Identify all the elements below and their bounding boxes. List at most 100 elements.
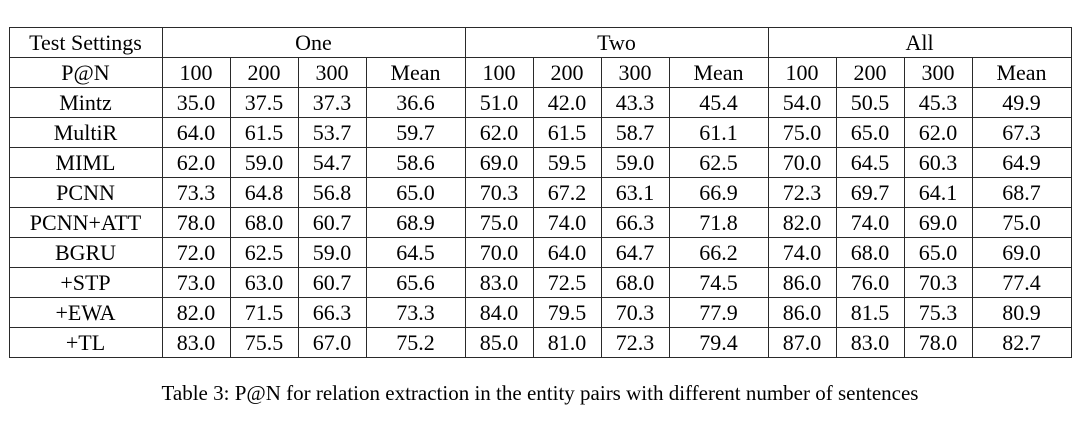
table-cell: 75.0 (464, 207, 534, 238)
table-cell: 78.0 (161, 207, 231, 238)
table-cell: 37.3 (297, 87, 367, 118)
table-cell: 64.1 (903, 177, 973, 208)
corner-header: Test Settings (8, 27, 163, 58)
row-label: BGRU (8, 237, 163, 268)
row-label: MultiR (8, 117, 163, 148)
table-cell: 72.3 (767, 177, 837, 208)
table-cell: 71.5 (229, 297, 299, 328)
table-cell: 54.0 (767, 87, 837, 118)
table-cell: 61.5 (532, 117, 602, 148)
table-cell: 65.0 (365, 177, 466, 208)
row-label: Mintz (8, 87, 163, 118)
results-table: Test Settings One Two All P@N 100 200 300 M… (8, 27, 1072, 358)
table-cell: 60.3 (903, 147, 973, 178)
table-cell: 56.8 (297, 177, 367, 208)
table-cell: 73.0 (161, 267, 231, 298)
table-cell: 82.0 (161, 297, 231, 328)
table-cell: 81.0 (532, 327, 602, 358)
table-cell: 54.7 (297, 147, 367, 178)
table-cell: 53.7 (297, 117, 367, 148)
table-cell: 65.6 (365, 267, 466, 298)
table-cell: 68.9 (365, 207, 466, 238)
table-cell: 35.0 (161, 87, 231, 118)
subcolumn-header: 200 (835, 57, 905, 88)
table-cell: 74.0 (532, 207, 602, 238)
table-cell: 74.5 (668, 267, 769, 298)
table-cell: 83.0 (464, 267, 534, 298)
table-cell: 64.5 (365, 237, 466, 268)
table-cell: 67.3 (971, 117, 1072, 148)
table-cell: 66.3 (600, 207, 670, 238)
table-cell: 70.0 (767, 147, 837, 178)
table-cell: 61.1 (668, 117, 769, 148)
group-header-row: Test Settings One Two All (8, 27, 1072, 58)
table-cell: 75.0 (971, 207, 1072, 238)
table-cell: 45.3 (903, 87, 973, 118)
table-cell: 74.0 (835, 207, 905, 238)
table-row: +EWA 82.0 71.5 66.3 73.3 84.0 79.5 70.3 77.9 86.0… (8, 297, 1072, 328)
subcolumn-header: 300 (903, 57, 973, 88)
table-cell: 36.6 (365, 87, 466, 118)
table-row: +TL 83.0 75.5 67.0 75.2 85.0 81.0 72.3 79.4 87.0 8… (8, 327, 1072, 358)
table-cell: 64.0 (532, 237, 602, 268)
table-cell: 64.7 (600, 237, 670, 268)
table-cell: 42.0 (532, 87, 602, 118)
table-cell: 65.0 (835, 117, 905, 148)
table-cell: 43.3 (600, 87, 670, 118)
row-header-label: P@N (8, 57, 163, 88)
table-cell: 68.7 (971, 177, 1072, 208)
row-label: MIML (8, 147, 163, 178)
subcolumn-header: 300 (600, 57, 670, 88)
subcolumn-header: 100 (464, 57, 534, 88)
table-cell: 70.3 (464, 177, 534, 208)
table-caption: Table 3: P@N for relation extraction in … (161, 381, 919, 405)
table-cell: 64.5 (835, 147, 905, 178)
row-label: PCNN (8, 177, 163, 208)
table-cell: 58.6 (365, 147, 466, 178)
subcolumn-header: 100 (161, 57, 231, 88)
table-cell: 68.0 (835, 237, 905, 268)
table-row: PCNN+ATT 78.0 68.0 60.7 68.9 75.0 74.0 66.3 71.8… (8, 207, 1072, 238)
group-header-two: Two (464, 27, 769, 58)
table-cell: 87.0 (767, 327, 837, 358)
table-cell: 81.5 (835, 297, 905, 328)
table-cell: 64.8 (229, 177, 299, 208)
table-cell: 61.5 (229, 117, 299, 148)
table-cell: 69.0 (903, 207, 973, 238)
table-cell: 67.0 (297, 327, 367, 358)
table-cell: 72.3 (600, 327, 670, 358)
table-cell: 82.7 (971, 327, 1072, 358)
table-cell: 37.5 (229, 87, 299, 118)
table-cell: 69.7 (835, 177, 905, 208)
table-cell: 73.3 (365, 297, 466, 328)
group-header-all: All (767, 27, 1072, 58)
table-cell: 62.5 (668, 147, 769, 178)
table-cell: 62.0 (903, 117, 973, 148)
table-cell: 80.9 (971, 297, 1072, 328)
table-cell: 66.2 (668, 237, 769, 268)
table-cell: 63.0 (229, 267, 299, 298)
subcolumn-header: Mean (365, 57, 466, 88)
table-cell: 45.4 (668, 87, 769, 118)
table-cell: 68.0 (600, 267, 670, 298)
row-label: +EWA (8, 297, 163, 328)
table-row: PCNN 73.3 64.8 56.8 65.0 70.3 67.2 63.1 66.9 72.3… (8, 177, 1072, 208)
table-cell: 62.5 (229, 237, 299, 268)
table-cell: 83.0 (835, 327, 905, 358)
table-cell: 73.3 (161, 177, 231, 208)
table-cell: 74.0 (767, 237, 837, 268)
table-cell: 62.0 (161, 147, 231, 178)
table-cell: 59.7 (365, 117, 466, 148)
table-cell: 64.9 (971, 147, 1072, 178)
row-label: +STP (8, 267, 163, 298)
table-cell: 63.1 (600, 177, 670, 208)
table-cell: 76.0 (835, 267, 905, 298)
table-cell: 72.5 (532, 267, 602, 298)
table-row: MIML 62.0 59.0 54.7 58.6 69.0 59.5 59.0 62.5 70.0… (8, 147, 1072, 178)
subcolumn-header: Mean (971, 57, 1072, 88)
table-row: BGRU 72.0 62.5 59.0 64.5 70.0 64.0 64.7 66.2 74.0… (8, 237, 1072, 268)
page: Test Settings One Two All P@N 100 200 300 M… (0, 27, 1080, 443)
table-cell: 66.3 (297, 297, 367, 328)
table-cell: 83.0 (161, 327, 231, 358)
subcolumn-header: 300 (297, 57, 367, 88)
